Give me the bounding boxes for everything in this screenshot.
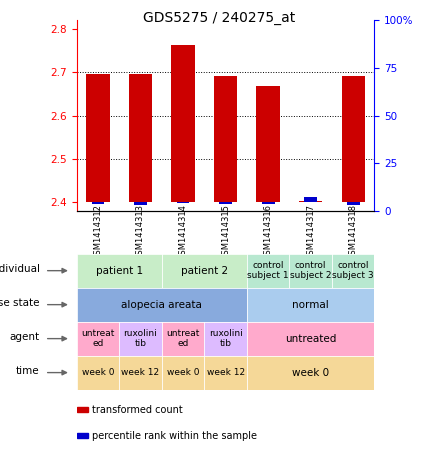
Text: disease state: disease state bbox=[0, 298, 40, 308]
Bar bbox=[177, 202, 189, 203]
Text: transformed count: transformed count bbox=[92, 405, 183, 414]
Text: GSM1414315: GSM1414315 bbox=[221, 204, 230, 260]
Text: GDS5275 / 240275_at: GDS5275 / 240275_at bbox=[143, 11, 295, 25]
Text: GSM1414318: GSM1414318 bbox=[349, 204, 358, 260]
Bar bbox=[299, 201, 322, 202]
Text: percentile rank within the sample: percentile rank within the sample bbox=[92, 430, 257, 440]
Text: control
subject 2: control subject 2 bbox=[290, 261, 332, 280]
Bar bbox=[262, 202, 275, 204]
Text: untreated: untreated bbox=[285, 333, 336, 344]
Bar bbox=[77, 407, 88, 412]
Text: patient 1: patient 1 bbox=[95, 265, 143, 276]
Text: individual: individual bbox=[0, 264, 40, 274]
Bar bbox=[129, 74, 152, 202]
Bar bbox=[92, 202, 104, 204]
Text: time: time bbox=[16, 366, 40, 376]
Text: agent: agent bbox=[10, 332, 40, 342]
Text: GSM1414314: GSM1414314 bbox=[179, 204, 187, 260]
Text: GSM1414317: GSM1414317 bbox=[306, 204, 315, 260]
Bar bbox=[86, 74, 110, 202]
Text: GSM1414312: GSM1414312 bbox=[93, 204, 102, 260]
Text: week 12: week 12 bbox=[121, 368, 159, 377]
Bar bbox=[342, 76, 365, 202]
Bar bbox=[214, 76, 237, 202]
Text: week 12: week 12 bbox=[206, 368, 245, 377]
Text: GSM1414316: GSM1414316 bbox=[264, 204, 272, 260]
Bar bbox=[304, 198, 317, 202]
Text: untreat
ed: untreat ed bbox=[81, 329, 115, 348]
Bar bbox=[171, 45, 195, 202]
Text: week 0: week 0 bbox=[292, 367, 329, 378]
Bar bbox=[77, 433, 88, 438]
Text: patient 2: patient 2 bbox=[181, 265, 228, 276]
Text: normal: normal bbox=[292, 299, 329, 310]
Text: ruxolini
tib: ruxolini tib bbox=[208, 329, 243, 348]
Text: alopecia areata: alopecia areata bbox=[121, 299, 202, 310]
Text: week 0: week 0 bbox=[167, 368, 199, 377]
Text: GSM1414313: GSM1414313 bbox=[136, 204, 145, 260]
Text: ruxolini
tib: ruxolini tib bbox=[124, 329, 157, 348]
Bar bbox=[347, 202, 360, 205]
Bar bbox=[256, 86, 280, 202]
Text: week 0: week 0 bbox=[81, 368, 114, 377]
Text: control
subject 1: control subject 1 bbox=[247, 261, 289, 280]
Bar bbox=[134, 202, 147, 205]
Bar bbox=[219, 202, 232, 204]
Text: untreat
ed: untreat ed bbox=[166, 329, 200, 348]
Text: control
subject 3: control subject 3 bbox=[332, 261, 374, 280]
